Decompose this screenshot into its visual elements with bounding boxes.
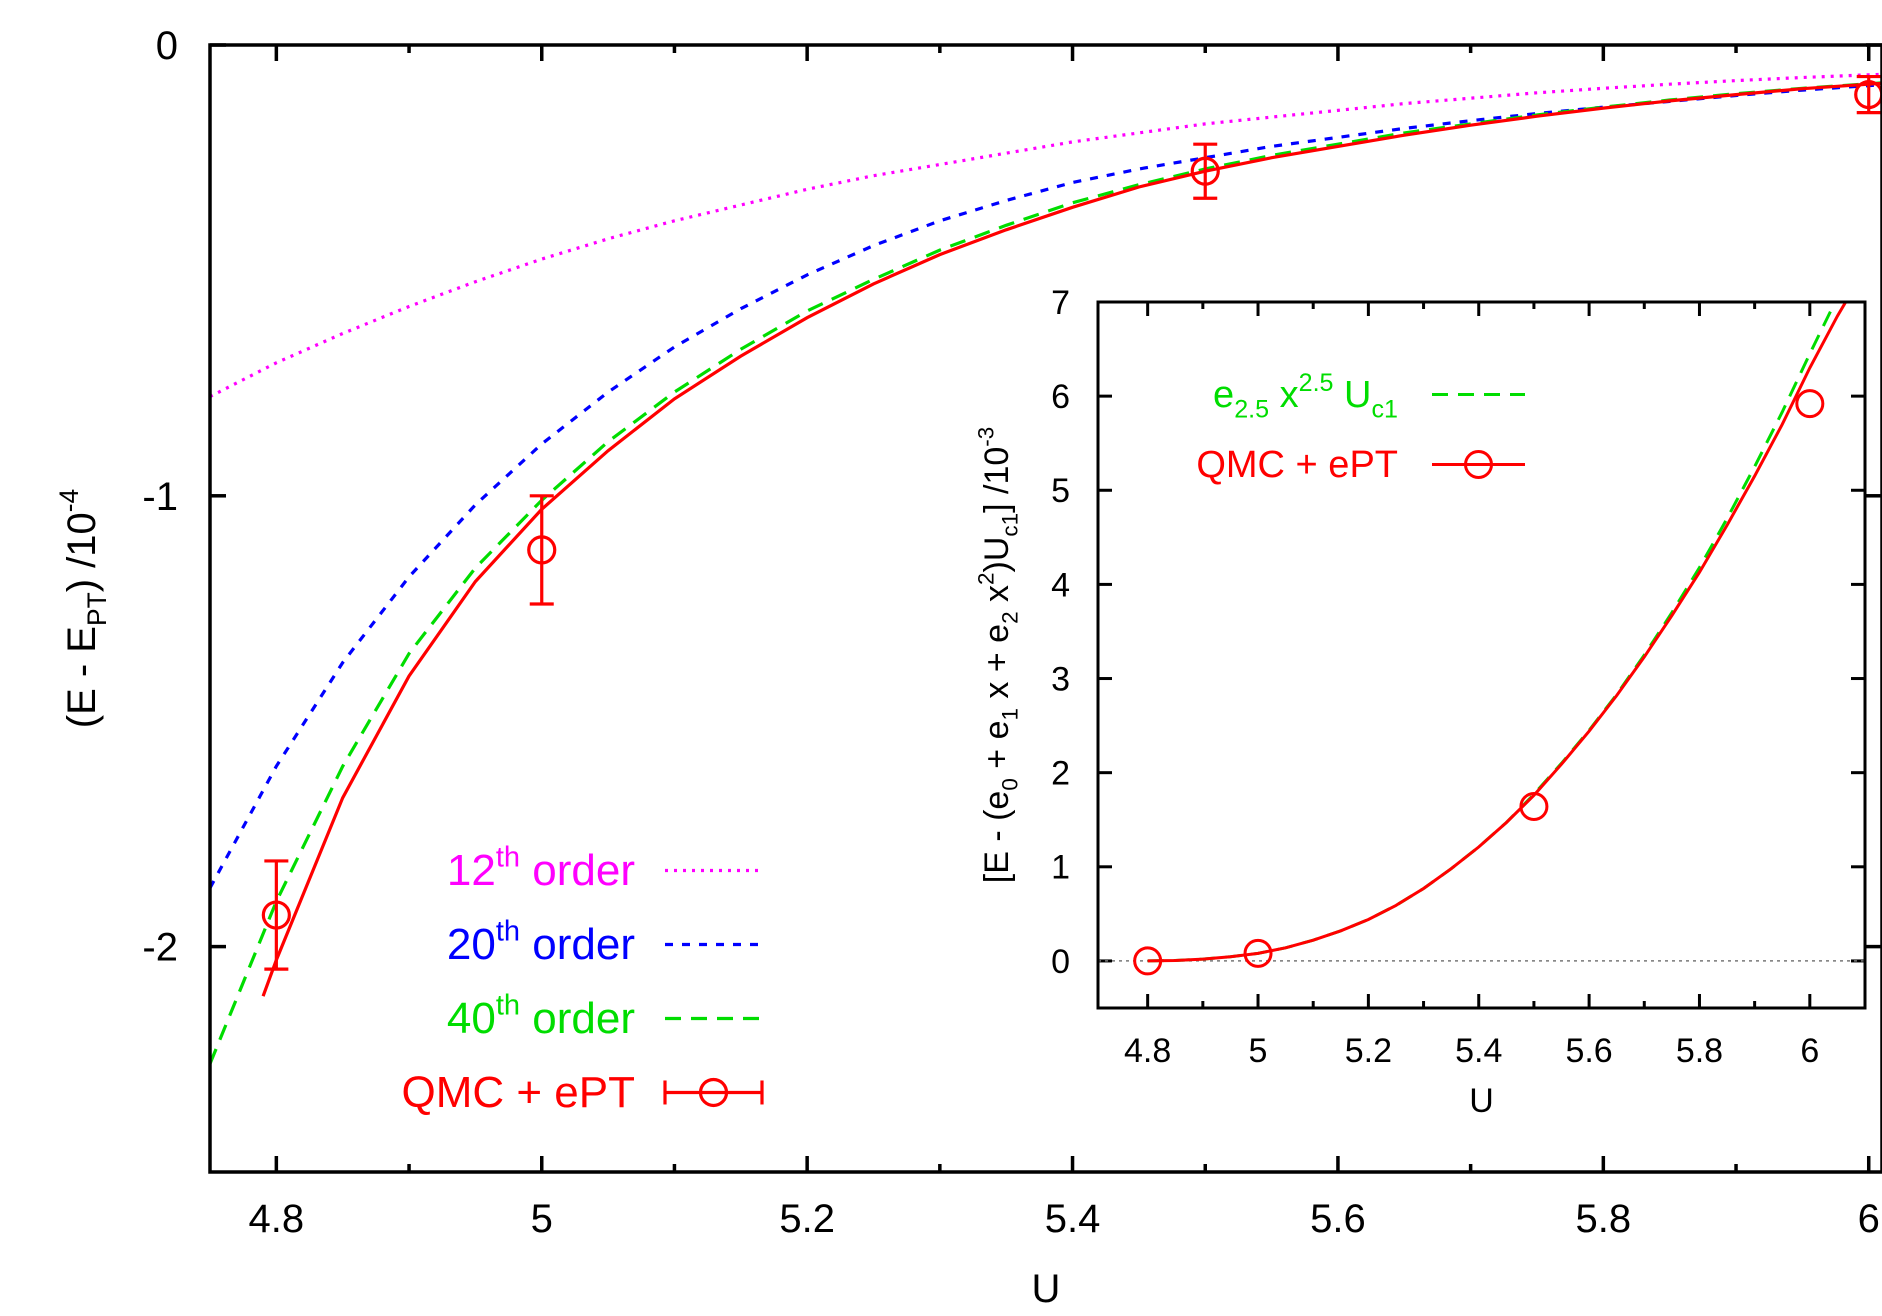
- x-axis-label: U: [1469, 1082, 1494, 1120]
- x-tick-label: 5.6: [1565, 1032, 1612, 1070]
- legend-label-3-part: QMC + ePT: [402, 1068, 636, 1117]
- y-tick-label: 1: [1051, 849, 1070, 887]
- series-line-1: [1147, 302, 1848, 963]
- legend-label-1-part: th: [496, 916, 520, 948]
- y-axis-label-part: + e: [978, 721, 1016, 779]
- y-tick-label: 6: [1051, 378, 1070, 416]
- x-tick-label: 6: [1800, 1032, 1819, 1070]
- legend-label-2-part: 40: [447, 994, 496, 1043]
- y-tick-label: 0: [1051, 943, 1070, 981]
- x-tick-label: 5: [531, 1197, 553, 1241]
- y-axis-label-part: -4: [54, 489, 84, 512]
- x-tick-label: 5.2: [1345, 1032, 1392, 1070]
- x-axis-label: U: [1032, 1267, 1061, 1311]
- legend-label-0-part: 12: [447, 846, 496, 895]
- plot-frame: [208, 43, 1882, 1174]
- x-tick-label: 5.2: [779, 1197, 835, 1241]
- data-point: [1795, 389, 1825, 419]
- legend-label-1-part: 20: [447, 920, 496, 969]
- y-axis-label-part: x + e: [978, 624, 1016, 708]
- legend-label-0-part: U: [1334, 374, 1372, 416]
- y-tick-label: 5: [1051, 472, 1070, 510]
- y-axis-label: [E - (e0 + e1 x + e2 x2)Uc1] /10-3: [974, 427, 1023, 883]
- x-tick-label: 6: [1858, 1197, 1880, 1241]
- legend-sample-marker: [1464, 449, 1493, 479]
- legend-label-0: e2.5 x2.5 Uc1: [1213, 369, 1398, 424]
- legend-label-2-part: order: [520, 994, 635, 1043]
- x-tick-label: 4.8: [249, 1197, 305, 1241]
- y-tick-label: 7: [1051, 284, 1070, 322]
- legend-label-0: 12th order: [447, 842, 635, 895]
- x-tick-label: 5.6: [1310, 1197, 1366, 1241]
- y-axis-label: (E - EPT) /10-4: [54, 489, 112, 728]
- x-tick-label: 5.8: [1576, 1197, 1632, 1241]
- legend-label-3: QMC + ePT: [402, 1068, 636, 1117]
- y-axis-label-part: 0: [998, 778, 1023, 790]
- y-axis-label-part: ] /10: [978, 447, 1016, 513]
- legend-label-1-part: order: [520, 920, 635, 969]
- legend-label-1: QMC + ePT: [1196, 444, 1398, 486]
- legend-label-1: 20th order: [447, 916, 635, 969]
- y-tick-label: 3: [1051, 660, 1070, 698]
- y-axis-label-part: 2: [974, 572, 999, 584]
- data-point: [1519, 792, 1549, 822]
- legend-label-0-part: c1: [1372, 396, 1399, 424]
- x-tick-label: 5: [1249, 1032, 1268, 1070]
- data-points: [261, 74, 1882, 971]
- legend-label-0-part: 2.5: [1299, 369, 1334, 397]
- y-axis-label-part: ) /10: [60, 512, 104, 592]
- y-tick-label: 2: [1051, 755, 1070, 793]
- x-tick-label: 5.8: [1676, 1032, 1723, 1070]
- x-tick-label: 5.4: [1455, 1032, 1502, 1070]
- y-tick-label: -1: [142, 475, 178, 519]
- data-point: [1133, 946, 1163, 976]
- y-axis-label-part: -3: [974, 427, 999, 447]
- y-axis-label-part: x: [978, 585, 1016, 611]
- y-axis-label-part: [E - (e: [978, 791, 1016, 884]
- x-tick-label: 5.4: [1045, 1197, 1101, 1241]
- y-axis-label-part: )U: [978, 537, 1016, 573]
- legend-label-1-part: QMC + ePT: [1196, 444, 1398, 486]
- data-point: [1243, 938, 1273, 968]
- y-axis-label-part: PT: [82, 592, 112, 626]
- series-curves: [1147, 302, 1848, 963]
- legend-label-2-part: th: [496, 990, 520, 1022]
- main-chart: 4.8 5 5.2 5.4 5.6 5.8 60-1-2U(E - EPT) /10-412…: [54, 24, 1882, 1311]
- legend-label-0-part: x: [1269, 374, 1299, 416]
- x-tick-label: 4.8: [1124, 1032, 1171, 1070]
- plot-background: [1098, 302, 1865, 1008]
- data-point: [261, 900, 291, 930]
- y-axis-label-part: (E - E: [60, 626, 104, 728]
- y-tick-label: 0: [156, 24, 178, 68]
- series-line-3: [261, 81, 1882, 997]
- legend-label-0-part: th: [496, 842, 520, 874]
- legend-sample-marker: [698, 1077, 729, 1108]
- y-axis-label-part: 2: [998, 611, 1023, 623]
- y-axis-label-part: c1: [998, 513, 1023, 537]
- y-axis-label-part: 1: [998, 708, 1023, 720]
- data-point: [1190, 156, 1220, 186]
- legend-label-0-part: order: [520, 846, 635, 895]
- data-points: [1133, 389, 1825, 976]
- y-tick-label: -2: [142, 926, 178, 970]
- legend-label-2: 40th order: [447, 990, 635, 1043]
- legend-label-0-part: 2.5: [1234, 396, 1269, 424]
- legend-label-0-part: e: [1213, 374, 1234, 416]
- data-point: [527, 535, 557, 565]
- series-curves: [210, 72, 1882, 1065]
- plot-frame: [1096, 300, 1867, 1010]
- y-tick-label: 4: [1051, 566, 1070, 604]
